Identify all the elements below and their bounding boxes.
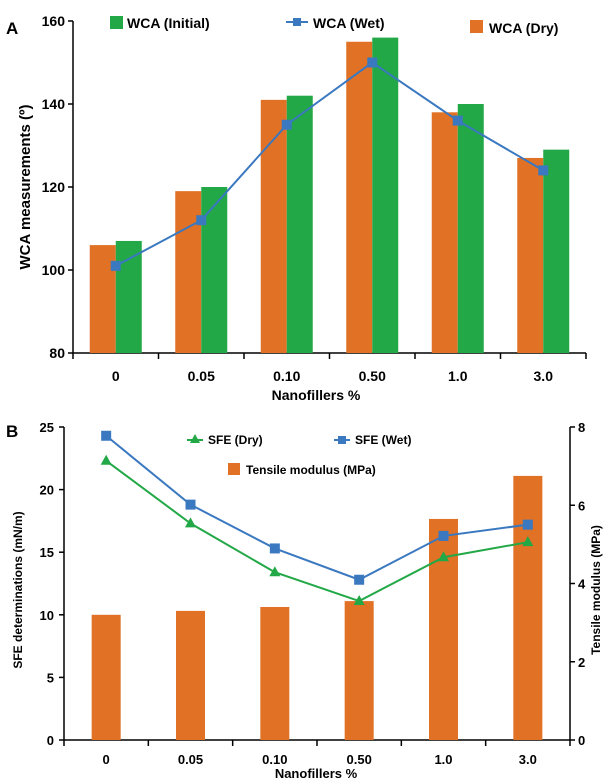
point-sfe-wet [522,519,533,530]
x-tick-label: 1.0 [448,368,468,384]
panel-a-label: A [6,19,18,38]
y-tick-label: 80 [49,345,65,361]
x-tick-label: 0 [112,368,120,384]
x-tick-label: 0.10 [262,752,287,767]
point-wca-wet [110,260,121,271]
y-tick-label: 140 [42,96,66,112]
x-tick-label: 0 [103,752,110,767]
y2-tick-label: 8 [578,420,585,435]
y-tick-label: 160 [42,13,66,29]
x-tick-label: 3.0 [519,752,537,767]
chart-a-legend: WCA (Initial) WCA (Wet) WCA (Dry) [110,15,558,36]
point-sfe-dry [100,454,112,465]
bar-wca-dry [517,157,544,353]
legend-swatch-tensile [228,463,240,475]
chart-a-xlabel: Nanofillers % [272,387,361,403]
bar-tensile-modulus [513,475,543,740]
point-sfe-wet [438,530,449,541]
legend-marker-sfe-dry [190,434,200,443]
chart-b-xlabel: Nanofillers % [275,766,358,781]
y-tick-label: 15 [40,545,54,560]
line-wca-wet [115,61,544,267]
chart-b-y2label: Tensile modulus (MPa) [589,525,603,655]
legend-marker-wca-wet [293,18,301,26]
chart-b-ylabel: SFE determinations (mN/m) [11,511,25,668]
x-tick-label: 0.05 [188,368,215,384]
point-wca-wet [281,119,292,130]
bar-wca-initial [201,187,228,353]
panel-b-label: B [6,422,18,441]
bar-tensile-modulus [344,601,374,740]
y-tick-label: 20 [40,483,54,498]
y-tick-label: 100 [42,262,66,278]
chart-a-ylabel: WCA measurements (º) [17,105,34,270]
point-wca-wet [196,215,207,226]
bar-tensile-modulus [91,614,121,740]
bar-wca-dry [260,99,287,353]
bar-wca-initial [115,240,142,353]
y-tick-label: 10 [40,608,54,623]
point-sfe-wet [269,543,280,554]
point-wca-wet [538,165,549,176]
line-sfe-dry [105,460,529,603]
y-tick-label: 0 [47,733,54,748]
point-sfe-wet [101,430,112,441]
legend-label-sfe-dry: SFE (Dry) [208,433,263,447]
y2-tick-label: 4 [578,577,586,592]
y-tick-label: 5 [47,670,54,685]
legend-swatch-wca-dry [470,20,483,33]
bar-wca-initial [457,104,484,353]
x-tick-label: 3.0 [534,368,554,384]
point-sfe-dry [353,595,365,606]
x-tick-label: 1.0 [434,752,452,767]
point-sfe-wet [354,574,365,585]
x-tick-label: 0.50 [359,368,386,384]
point-sfe-dry [185,517,196,528]
chart-b: 0 5 10 15 20 25 0 2 4 6 8 0 0.05 0.10 0.50 1.0 3.0 [40,420,586,767]
legend-label-wca-dry: WCA (Dry) [489,20,558,36]
line-sfe-wet [105,434,528,581]
legend-label-tensile: Tensile modulus (MPa) [246,463,376,477]
point-sfe-dry [438,551,449,562]
x-tick-label: 0.50 [347,752,372,767]
legend-label-wca-wet: WCA (Wet) [313,15,385,31]
x-tick-label: 0.10 [273,368,300,384]
point-wca-wet [367,57,378,68]
y2-tick-label: 2 [578,655,585,670]
bar-wca-initial [286,95,313,353]
point-sfe-dry [522,536,534,547]
y-tick-label: 120 [42,179,66,195]
legend-label-wca-initial: WCA (Initial) [127,15,210,31]
bar-wca-initial [543,149,570,353]
y2-tick-label: 0 [578,733,585,748]
bar-wca-dry [346,41,373,353]
chart-b-legend: SFE (Dry) SFE (Wet) Tensile modulus (MPa… [187,433,411,477]
bar-tensile-modulus [260,606,290,740]
bar-tensile-modulus [176,610,205,740]
point-wca-wet [452,115,463,126]
legend-swatch-wca-initial [110,16,123,29]
y-tick-label: 25 [40,420,54,435]
bar-wca-dry [431,112,458,353]
chart-a: 80 100 120 140 160 0 0.05 0.10 0.50 1.0 3.0 [42,13,587,384]
x-tick-label: 0.05 [178,752,203,767]
point-sfe-dry [269,566,281,577]
point-sfe-wet [185,499,196,510]
y2-tick-label: 6 [578,498,585,513]
legend-marker-sfe-wet [338,436,346,444]
legend-label-sfe-wet: SFE (Wet) [355,433,411,447]
bar-wca-initial [372,37,399,353]
